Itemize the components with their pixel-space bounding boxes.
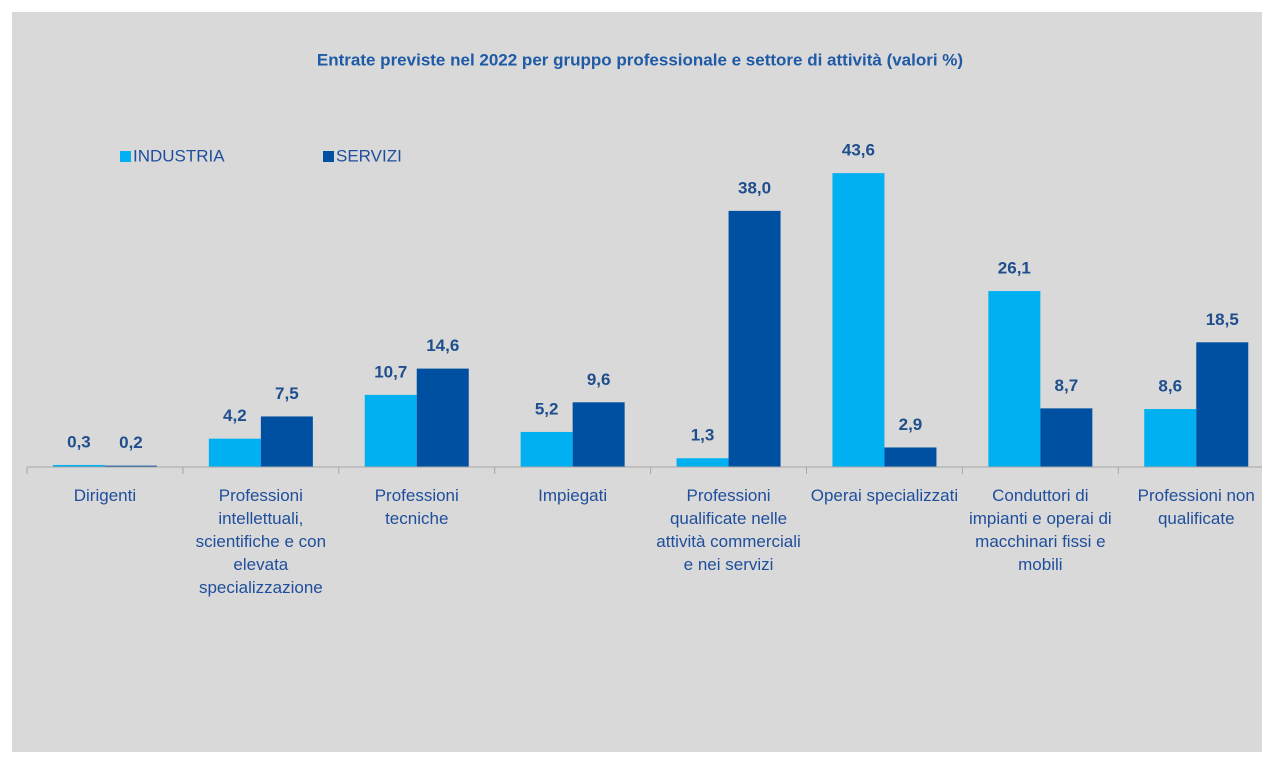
value-label: 0,2: [119, 433, 143, 452]
value-label: 26,1: [998, 259, 1031, 278]
x-tick-label: Impiegati: [538, 486, 608, 505]
value-label: 10,7: [374, 362, 407, 381]
value-label: 2,9: [899, 415, 923, 434]
value-label: 1,3: [691, 426, 715, 445]
value-label: 9,6: [587, 370, 611, 389]
value-label: 43,6: [842, 141, 875, 160]
chart: Entrate previste nel 2022 per gruppo pro…: [26, 50, 1262, 474]
value-label: 8,6: [1158, 377, 1182, 396]
legend-swatch: [120, 151, 131, 162]
legend-label: SERVIZI: [336, 146, 402, 165]
x-tick-label: Conduttori di impianti e operai di macch…: [968, 486, 1112, 574]
value-label: 18,5: [1206, 310, 1239, 329]
x-tick-label: Professioni tecniche: [374, 486, 459, 528]
bar: [364, 394, 417, 467]
value-label: 0,3: [67, 432, 91, 451]
chart-panel: Entrate previste nel 2022 per gruppo pro…: [12, 12, 1262, 752]
value-label: 4,2: [223, 406, 247, 425]
bar: [1144, 409, 1197, 467]
bar: [208, 438, 261, 467]
x-tick-label: Professioni intellettuali, scientifiche …: [195, 486, 327, 597]
x-tick-label: Dirigenti: [73, 486, 137, 505]
x-tick-label: Operai specializzati: [810, 486, 959, 505]
x-tick-label: Professioni qualificate nelle attività c…: [656, 486, 801, 574]
bar: [1196, 342, 1249, 467]
bar: [988, 291, 1041, 467]
bar: [728, 210, 781, 467]
bar: [832, 173, 885, 468]
legend-label: INDUSTRIA: [133, 146, 225, 165]
bar: [520, 431, 573, 467]
bar: [572, 402, 625, 467]
bar: [104, 465, 157, 467]
chart-title: Entrate previste nel 2022 per gruppo pro…: [317, 50, 963, 69]
bar: [260, 416, 313, 467]
bar: [884, 447, 937, 467]
bar: [1040, 408, 1093, 467]
x-tick-label: Professioni non qualificate: [1137, 486, 1255, 528]
value-label: 8,7: [1055, 376, 1079, 395]
value-label: 38,0: [738, 178, 771, 197]
legend-swatch: [323, 151, 334, 162]
bar: [416, 368, 469, 467]
bar: [52, 464, 105, 467]
value-label: 5,2: [535, 399, 559, 418]
bar: [676, 458, 729, 467]
value-label: 7,5: [275, 384, 299, 403]
value-label: 14,6: [426, 336, 459, 355]
